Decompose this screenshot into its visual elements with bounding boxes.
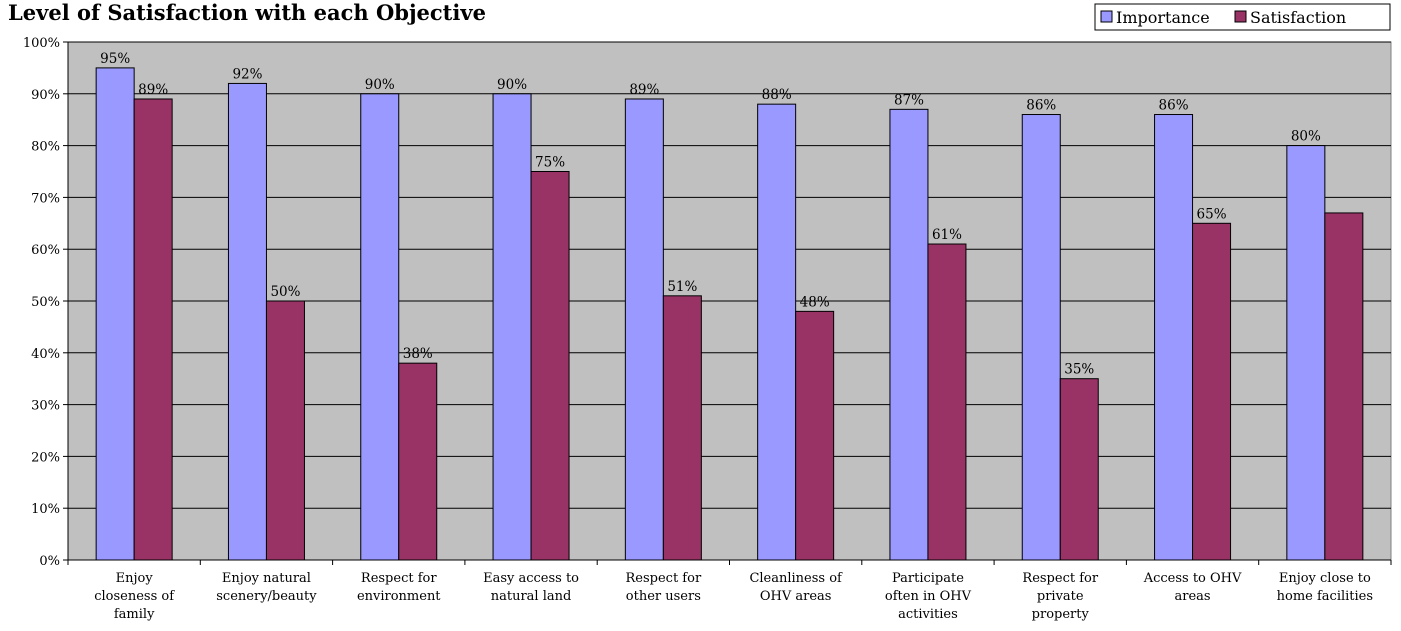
- x-category-label: Respect for: [361, 571, 437, 586]
- x-category-label: Respect for: [1022, 571, 1098, 586]
- bar-satisfaction: [1059, 378, 1099, 561]
- y-tick-label: 70%: [31, 191, 60, 206]
- data-label: 90%: [365, 77, 395, 93]
- bar-importance: [624, 98, 664, 561]
- x-category-label: often in OHV: [885, 589, 972, 604]
- x-category-label: family: [114, 607, 155, 622]
- data-label: 89%: [138, 82, 168, 98]
- x-category-label: scenery/beauty: [216, 589, 317, 604]
- x-category-label: Access to OHV: [1143, 571, 1242, 586]
- x-category-label: areas: [1175, 589, 1211, 604]
- data-label: 86%: [1159, 98, 1189, 114]
- legend-swatch-satisfaction: [1234, 10, 1247, 23]
- bar-satisfaction: [133, 98, 173, 561]
- y-tick-label: 40%: [31, 347, 60, 362]
- x-category-label: Enjoy natural: [222, 571, 311, 586]
- bar-satisfaction: [1192, 222, 1232, 561]
- data-label: 95%: [100, 51, 130, 67]
- x-category-label: private: [1037, 589, 1084, 604]
- data-label: 88%: [762, 87, 792, 103]
- data-label: 90%: [497, 77, 527, 93]
- x-category-label: environment: [357, 589, 441, 604]
- y-tick-label: 60%: [31, 243, 60, 258]
- x-category-label: closeness of: [94, 589, 175, 604]
- data-label: 86%: [1026, 98, 1056, 114]
- x-category-label: Enjoy: [116, 571, 154, 586]
- y-tick-label: 50%: [31, 295, 60, 310]
- y-tick-label: 90%: [31, 88, 60, 103]
- x-category-label: Easy access to: [483, 571, 579, 586]
- bar-importance: [360, 93, 400, 561]
- plot-area: 0% 10% 20% 30% 40% 50% 60% 70% 80% 90% 100% 95% 89% E…: [23, 36, 1392, 622]
- y-tick-label: 100%: [23, 36, 60, 51]
- bar-importance: [889, 108, 929, 561]
- legend: Importance Satisfaction: [1094, 3, 1391, 31]
- data-label: 75%: [535, 155, 565, 171]
- bar-importance: [1021, 114, 1061, 561]
- bar-importance: [227, 82, 267, 561]
- bar-importance: [757, 103, 797, 561]
- x-category-label: activities: [898, 607, 958, 622]
- y-tick-label: 10%: [31, 502, 60, 517]
- x-category-label: other users: [626, 589, 701, 604]
- y-tick-label: 80%: [31, 140, 60, 155]
- bar-importance: [492, 93, 532, 561]
- x-category-label: natural land: [491, 589, 572, 604]
- bar-importance: [1286, 145, 1326, 561]
- y-tick-label: 20%: [31, 450, 60, 465]
- legend-label-satisfaction: Satisfaction: [1250, 8, 1346, 27]
- bar-satisfaction: [1324, 212, 1364, 561]
- bar-importance: [95, 67, 135, 561]
- x-category-label: Enjoy close to: [1279, 571, 1371, 586]
- x-category-label: OHV areas: [760, 589, 832, 604]
- y-tick-label: 30%: [31, 399, 60, 414]
- data-label: 61%: [932, 227, 962, 243]
- data-label: 48%: [800, 294, 830, 310]
- data-label: 65%: [1197, 206, 1227, 222]
- legend-label-importance: Importance: [1116, 8, 1210, 27]
- bar-satisfaction: [398, 362, 438, 561]
- data-label: 38%: [403, 346, 433, 362]
- data-label: 92%: [232, 66, 262, 82]
- bar-satisfaction: [662, 295, 702, 561]
- bar-satisfaction: [530, 171, 570, 561]
- data-label: 50%: [270, 284, 300, 300]
- bar-satisfaction: [795, 310, 835, 561]
- x-category-label: property: [1032, 607, 1090, 622]
- x-category-label: Participate: [892, 571, 964, 586]
- data-label: 35%: [1064, 362, 1094, 378]
- bar-satisfaction: [927, 243, 967, 561]
- x-category-label: home facilities: [1277, 589, 1373, 604]
- y-tick-label: 0%: [39, 554, 60, 569]
- x-category-label: Cleanliness of: [749, 571, 843, 586]
- bar-importance: [1154, 114, 1194, 561]
- data-label: 80%: [1291, 129, 1321, 145]
- data-label: 89%: [629, 82, 659, 98]
- legend-swatch-importance: [1100, 10, 1113, 23]
- chart-title: Level of Satisfaction with each Objectiv…: [8, 0, 486, 25]
- x-category-label: Respect for: [626, 571, 702, 586]
- bar-satisfaction: [265, 300, 305, 561]
- data-label: 51%: [667, 279, 697, 295]
- data-label: 87%: [894, 92, 924, 108]
